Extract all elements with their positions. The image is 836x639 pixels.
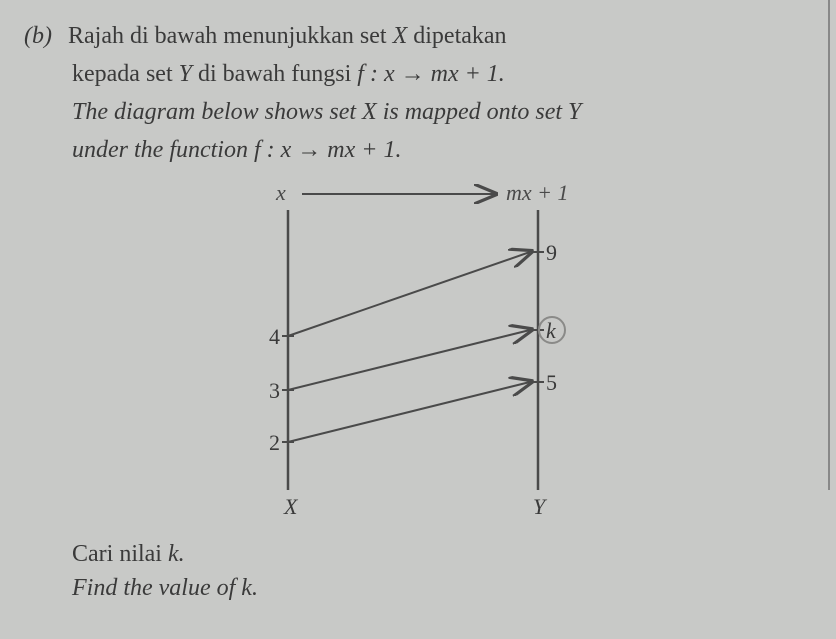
text: The diagram below shows set xyxy=(72,99,362,125)
text: di bawah fungsi xyxy=(192,61,357,87)
question-eng-line1: The diagram below shows set X is mapped … xyxy=(72,94,808,130)
diagram-container: x mx + 1 4 3 2 9 k 5 X Y xyxy=(24,180,808,520)
text: under the function xyxy=(72,137,254,163)
circle-highlight-k xyxy=(538,316,566,344)
diagram-footer-x: X xyxy=(284,494,297,520)
question-malay-line1: (b)Rajah di bawah menunjukkan set X dipe… xyxy=(24,18,808,54)
question-eng-line2: under the function f : x → mx + 1. xyxy=(72,132,808,168)
map-arrow-2-5 xyxy=(288,382,530,442)
find-block: Cari nilai k. Find the value of k. xyxy=(72,538,808,605)
function-text: f : x → mx + 1. xyxy=(254,137,402,163)
diagram-header-x: x xyxy=(276,180,286,206)
page-content: (b)Rajah di bawah menunjukkan set X dipe… xyxy=(0,0,836,623)
text: dipetakan xyxy=(407,23,506,49)
map-arrow-3-k xyxy=(288,330,530,390)
text: Rajah di bawah menunjukkan set xyxy=(68,23,393,49)
var-x: X xyxy=(393,23,408,49)
text: is mapped onto set xyxy=(377,99,568,125)
question-label: (b) xyxy=(24,18,68,54)
var-y: Y xyxy=(568,99,581,125)
var-x: X xyxy=(362,99,377,125)
map-arrow-4-9 xyxy=(288,252,530,336)
left-value-3: 3 xyxy=(260,378,280,404)
mapping-diagram: x mx + 1 4 3 2 9 k 5 X Y xyxy=(206,180,626,520)
right-value-9: 9 xyxy=(546,240,557,266)
var-k: k. xyxy=(168,541,185,567)
page-border-right xyxy=(828,0,830,490)
find-eng: Find the value of k. xyxy=(72,572,808,606)
var-k: k. xyxy=(241,575,258,601)
left-value-2: 2 xyxy=(260,430,280,456)
text: kepada set xyxy=(72,61,179,87)
function-text: f : x → mx + 1. xyxy=(357,61,505,87)
find-malay: Cari nilai k. xyxy=(72,538,808,572)
var-y: Y xyxy=(179,61,192,87)
right-value-5: 5 xyxy=(546,370,557,396)
diagram-footer-y: Y xyxy=(533,494,545,520)
text: Find the value of xyxy=(72,575,241,601)
diagram-header-y: mx + 1 xyxy=(506,180,569,206)
left-value-4: 4 xyxy=(260,324,280,350)
text: Cari nilai xyxy=(72,541,168,567)
question-malay-line2: kepada set Y di bawah fungsi f : x → mx … xyxy=(72,56,808,92)
diagram-svg xyxy=(206,180,626,520)
